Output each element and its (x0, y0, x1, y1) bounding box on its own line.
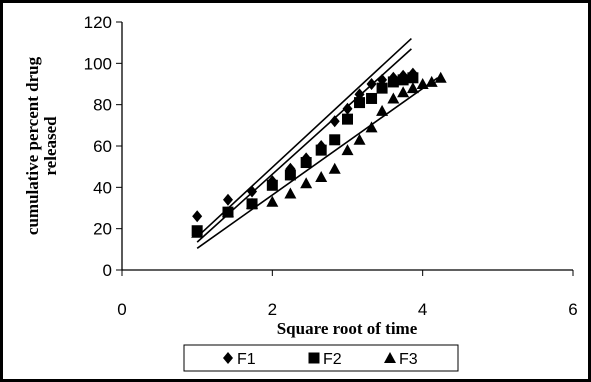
x-tick-label: 4 (418, 300, 427, 319)
legend-entry-f3: F3 (384, 351, 418, 368)
series-f3 (191, 71, 447, 238)
data-point-f3 (266, 195, 279, 207)
y-tick-label: 0 (103, 261, 112, 280)
data-point-f3 (328, 162, 341, 174)
data-point-f2 (315, 144, 327, 156)
data-point-f3 (387, 92, 400, 104)
data-point-f3 (191, 226, 204, 238)
legend-marker-f2 (308, 352, 320, 364)
trendline-f1 (196, 37, 412, 238)
y-tick-label: 100 (84, 54, 112, 73)
series-f1 (192, 67, 418, 223)
data-point-f2 (342, 113, 353, 125)
legend-label-f1: F1 (237, 351, 256, 368)
y-tick-label: 80 (93, 96, 112, 115)
data-point-f3 (397, 86, 410, 98)
legend-label-f2: F2 (323, 351, 342, 368)
data-point-f1 (329, 115, 340, 128)
data-point-f1 (342, 102, 353, 115)
legend-marker-f1 (223, 352, 233, 364)
legend-marker-f3 (384, 352, 396, 363)
y-ticks: 0 20 40 60 80 100 120 (84, 13, 122, 280)
y-axis-label-line-2: released (41, 116, 60, 176)
legend-label-f3: F3 (399, 351, 418, 368)
data-point-f3 (315, 171, 328, 182)
y-tick-label: 60 (93, 137, 112, 156)
x-tick-label: 6 (568, 300, 577, 319)
data-point-f3 (353, 133, 366, 145)
data-point-f2 (329, 134, 341, 146)
data-point-f3 (425, 75, 438, 87)
data-point-f3 (300, 177, 313, 189)
plot-area: 0 20 40 60 80 100 120 0 2 4 6 (84, 13, 578, 319)
trendline-f3 (196, 77, 439, 249)
markers (191, 67, 447, 238)
x-tick-label: 0 (117, 300, 126, 319)
data-point-f2 (376, 82, 388, 94)
data-point-f3 (221, 206, 234, 218)
data-point-f3 (341, 144, 354, 156)
data-point-f1 (192, 210, 203, 223)
legend-box (183, 344, 459, 372)
y-axis-label-line-1: cumulative percent drug (23, 56, 42, 235)
data-point-f2 (284, 169, 296, 181)
data-point-f3 (434, 71, 447, 83)
data-point-f3 (284, 187, 297, 199)
y-tick-label: 120 (84, 13, 112, 32)
x-tick-label: 2 (268, 300, 277, 319)
legend-entry-f1: F1 (223, 351, 256, 368)
data-point-f2 (354, 97, 366, 109)
legend-entry-f2: F2 (308, 351, 342, 368)
data-point-f1 (222, 193, 233, 206)
data-point-f2 (366, 92, 378, 104)
x-axis-label: Square root of time (277, 319, 418, 338)
data-point-f2 (397, 74, 409, 86)
data-point-f1 (366, 78, 377, 90)
data-point-f2 (266, 179, 278, 191)
y-tick-label: 40 (93, 178, 112, 197)
data-point-f3 (376, 104, 389, 116)
data-point-f2 (300, 157, 312, 169)
x-ticks: 0 2 4 6 (117, 270, 578, 319)
data-point-f3 (365, 121, 378, 133)
y-tick-label: 20 (93, 220, 112, 239)
data-point-f1 (247, 185, 258, 198)
data-point-f2 (407, 72, 419, 84)
data-point-f2 (387, 76, 399, 88)
legend: F1 F2 F3 (183, 344, 459, 372)
data-point-f3 (416, 78, 429, 89)
data-point-f3 (406, 82, 419, 94)
data-point-f3 (246, 197, 259, 209)
